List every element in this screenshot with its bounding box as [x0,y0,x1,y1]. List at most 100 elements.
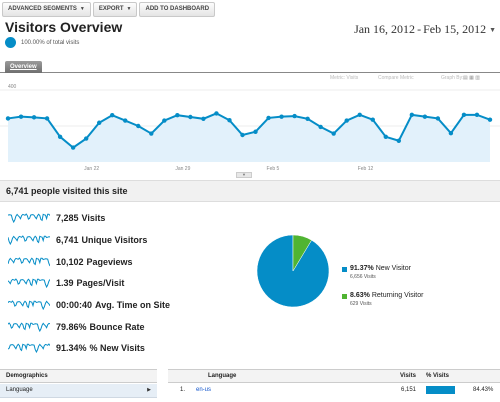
week-icon[interactable]: ▥ [475,75,480,81]
x-tick-label: Jan 22 [84,166,99,172]
legend-count: 629 Visits [350,301,372,307]
demographics-item-language[interactable]: Language ▶ [0,384,157,398]
graph-by-icons[interactable]: ▤ ▦ ▥ [463,75,480,81]
summary-headline: 6,741 people visited this site [6,186,128,196]
metric-value: 00:00:40 [56,300,93,310]
advanced-segments-button[interactable]: ADVANCED SEGMENTS ▼ [2,1,91,17]
data-point [253,129,258,134]
data-point [383,134,388,139]
data-point [201,116,206,121]
sparkline [8,213,50,223]
chevron-down-icon: ▼ [79,6,85,12]
data-point [266,115,271,121]
data-point [96,120,102,125]
row-visits: 6,151 [401,387,417,393]
data-point [18,114,24,119]
data-point [175,113,180,118]
data-point [487,117,493,122]
metric-label: Avg. Time on Site [95,300,171,310]
column-language: Language [208,373,237,379]
legend-pct: 8.63% [350,292,370,299]
metric-label: Visits [81,213,106,223]
data-point [331,131,336,136]
data-point [474,112,480,118]
sparkline-path [8,213,50,223]
row-pct-visits: 84.43% [473,387,494,393]
data-point [305,116,310,121]
compare-metric-selector[interactable]: Compare Metric [378,75,414,81]
language-table-header: Language Visits % Visits [168,369,500,383]
data-point [461,112,467,118]
data-point [422,114,428,119]
chart-resize-handle[interactable]: ▼ [236,172,252,178]
sparkline-path [8,343,50,353]
data-point [57,134,63,139]
data-point [5,116,11,121]
sparkline [8,300,50,310]
line-chart-icon[interactable]: ▤ [463,75,468,81]
sparkline-path [8,300,50,310]
data-point [292,113,297,119]
metric-selector[interactable]: Metric: Visits [330,75,359,81]
export-button[interactable]: EXPORT ▼ [92,1,138,17]
metric-value: 7,285 [56,213,79,223]
date-separator: - [417,22,422,36]
data-point [70,145,76,150]
language-link[interactable]: en-us [196,387,212,393]
demographics-item-label: Language [6,387,33,393]
metric-label: Unique Visitors [81,235,148,245]
add-to-dashboard-button[interactable]: ADD TO DASHBOARD [139,1,216,17]
pie-slice [292,234,312,272]
data-point [136,123,141,129]
legend-swatch [342,267,347,272]
data-point [344,118,349,123]
data-point [240,132,245,138]
metric-label: Pageviews [86,257,133,267]
metric-unique-visitors: 6,741 Unique Visitors [8,233,147,247]
x-tick-label: Feb 5 [267,166,280,172]
x-tick-label: Feb 12 [358,166,374,172]
sparkline-path [8,235,50,245]
summary-bar: 6,741 people visited this site [0,180,500,202]
data-point [448,131,454,136]
metric-visits: 7,285 Visits [8,211,105,225]
tab-overview[interactable]: Overview [5,61,42,73]
legend-pct: 91.37% [350,265,374,272]
segment-pie-icon [5,37,16,48]
data-point [110,113,115,118]
export-label: EXPORT [98,6,124,12]
sparkline [8,322,50,332]
metric-value: 91.34% [56,343,87,353]
date-range-picker[interactable]: Jan 16, 2012 - Feb 15, 2012 ▼ [354,22,496,37]
page-title: Visitors Overview [5,19,123,35]
column-pct-visits[interactable]: % Visits [426,373,449,379]
toolbar: ADVANCED SEGMENTS ▼ EXPORT ▼ ADD TO DASH… [0,0,500,18]
data-point [409,112,415,118]
legend-swatch [342,294,347,299]
series-line [7,112,491,149]
metric-label: Bounce Rate [89,322,145,332]
metric-pages-per-visit: 1.39 Pages/Visit [8,276,124,290]
column-visits[interactable]: Visits [400,373,416,379]
legend-label: New Visitor [375,265,411,272]
data-point [162,118,167,123]
data-point [188,114,193,120]
metric-label: Pages/Visit [76,278,125,288]
date-start: Jan 16, 2012 [354,22,416,36]
metric-avg-time-on-site: 00:00:40 Avg. Time on Site [8,298,170,312]
metric-value: 10,102 [56,257,84,267]
data-point [357,112,362,118]
pie-chart-svg [256,234,330,308]
sparkline-path [8,257,50,267]
sparkline [8,343,50,353]
legend-label: Returning Visitor [371,292,424,299]
legend-new-visitor: 91.37% New Visitor 6,656 Visits [342,265,411,280]
day-icon[interactable]: ▦ [469,75,474,81]
date-end: Feb 15, 2012 [423,22,487,36]
data-point [214,111,219,116]
data-point [435,116,441,121]
metric-bounce-rate: 79.86% Bounce Rate [8,320,145,334]
row-index: 1. [180,387,186,393]
